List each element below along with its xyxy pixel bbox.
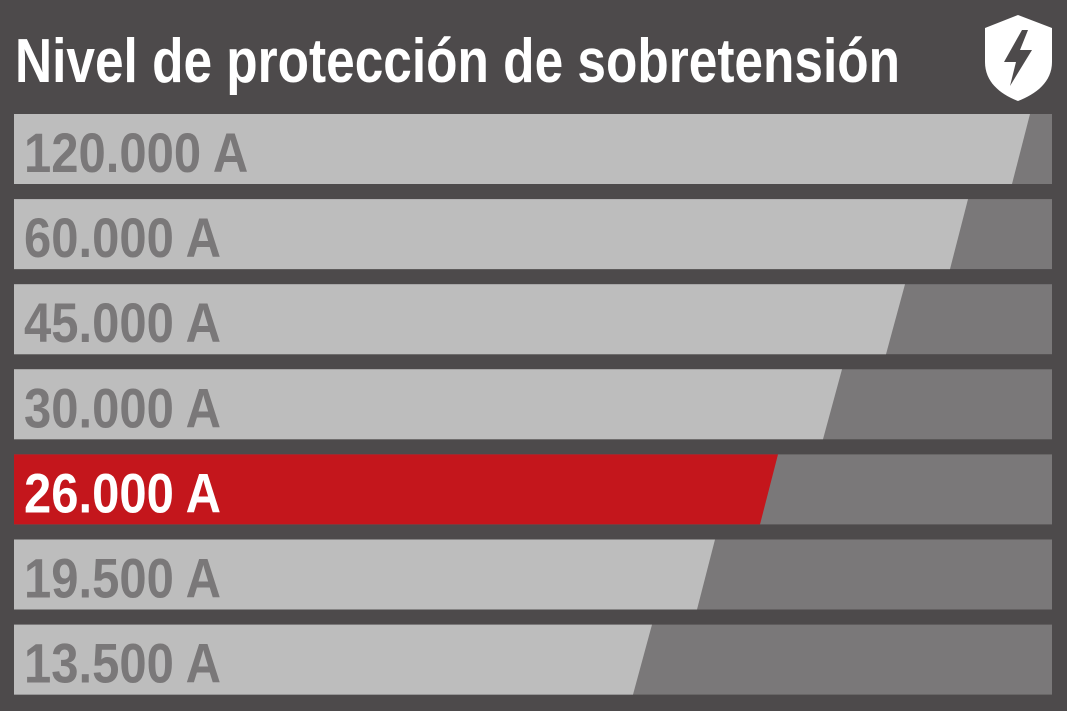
row-label: 19.500 A (24, 547, 221, 610)
row-label: 60.000 A (24, 207, 221, 270)
row: 19.500 A (14, 539, 1052, 610)
row: 45.000 A (14, 284, 1052, 355)
row-fill (14, 539, 715, 610)
row: 60.000 A (14, 199, 1052, 270)
row-fill (14, 369, 842, 440)
row-label: 45.000 A (24, 292, 221, 355)
row-label: 120.000 A (24, 122, 248, 185)
row-fill (14, 199, 968, 270)
shield-icon (985, 15, 1052, 101)
row-label: 13.500 A (24, 633, 221, 696)
rows: 120.000 A 60.000 A 45.000 A 30.000 A 26.000 … (14, 114, 1052, 695)
row-fill (14, 284, 905, 355)
title: Nivel de protección de sobretensión (15, 27, 900, 96)
row-fill (14, 114, 1030, 184)
row: 13.500 A (14, 624, 1052, 696)
row-label: 30.000 A (24, 377, 221, 440)
row-fill (14, 624, 652, 695)
row: 120.000 A (14, 114, 1052, 185)
row: 26.000 A (14, 454, 1052, 525)
row-label: 26.000 A (24, 462, 221, 525)
row-fill (14, 454, 778, 525)
row: 30.000 A (14, 369, 1052, 440)
